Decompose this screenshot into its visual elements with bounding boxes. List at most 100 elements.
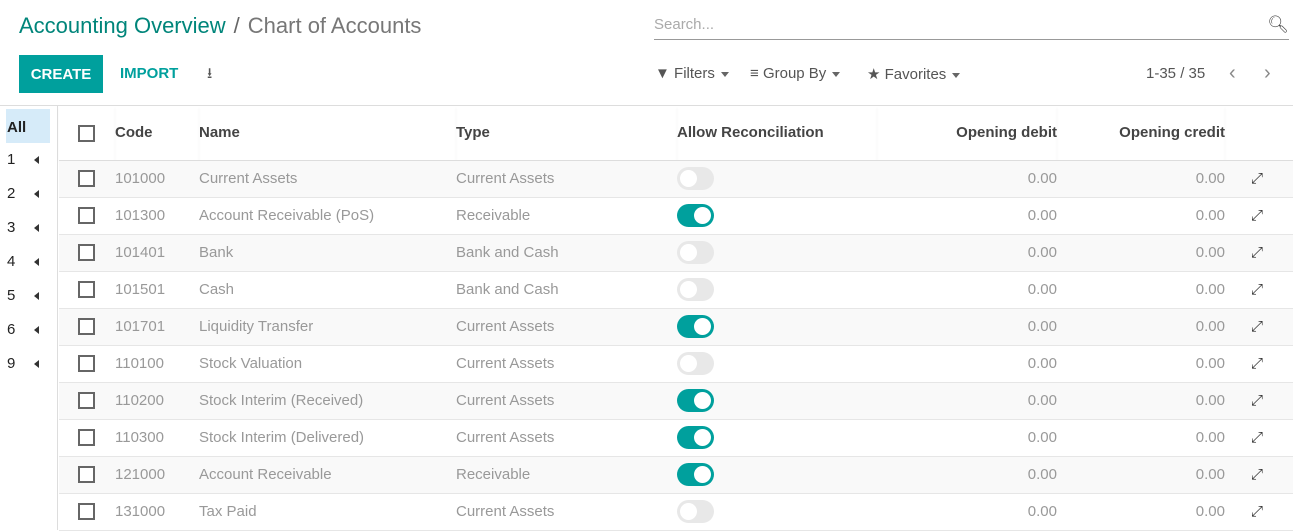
expand-icon[interactable]: ⤢ xyxy=(1251,429,1264,446)
row-checkbox[interactable] xyxy=(78,355,95,373)
group-by-dropdown[interactable]: ≡ Group By xyxy=(750,65,841,82)
caret-left-icon[interactable] xyxy=(34,190,39,198)
row-checkbox[interactable] xyxy=(78,281,95,299)
row-checkbox[interactable] xyxy=(78,392,95,410)
caret-left-icon[interactable] xyxy=(34,156,39,164)
column-header-name[interactable]: Name xyxy=(199,106,456,161)
caret-left-icon[interactable] xyxy=(34,360,39,368)
import-button[interactable]: IMPORT xyxy=(120,65,179,82)
sidebar-item-2[interactable]: 2 xyxy=(7,185,47,202)
sidebar-item-4[interactable]: 4 xyxy=(7,253,47,270)
allow-reconciliation-toggle[interactable] xyxy=(677,241,714,264)
table-row[interactable]: 101300 Account Receivable (PoS) Receivab… xyxy=(59,197,1293,235)
expand-icon[interactable]: ⤢ xyxy=(1251,503,1264,520)
sidebar-item-all[interactable]: All xyxy=(6,109,50,143)
expand-icon[interactable]: ⤢ xyxy=(1251,244,1264,261)
filters-dropdown[interactable]: ▼︎ Filters xyxy=(655,65,729,82)
caret-left-icon[interactable] xyxy=(34,224,39,232)
sidebar-item-label: 3 xyxy=(7,219,16,236)
cell-open: ⤢ xyxy=(1225,493,1293,531)
cell-opening-debit: 0.00 xyxy=(877,382,1057,420)
search-icon[interactable]: 🔍︎ xyxy=(1267,15,1289,34)
table-row[interactable]: 101501 Cash Bank and Cash 0.00 0.00 ⤢ xyxy=(59,271,1293,309)
pager-previous-icon[interactable]: ‹ xyxy=(1229,62,1236,84)
sidebar-item-6[interactable]: 6 xyxy=(7,321,47,338)
row-checkbox[interactable] xyxy=(78,170,95,188)
column-header-actions xyxy=(1225,106,1293,161)
cell-opening-credit: 0.00 xyxy=(1057,234,1225,272)
sidebar-item-5[interactable]: 5 xyxy=(7,287,47,304)
allow-reconciliation-toggle[interactable] xyxy=(677,352,714,375)
cell-code: 110300 xyxy=(115,419,199,457)
expand-icon[interactable]: ⤢ xyxy=(1251,466,1264,483)
expand-icon[interactable]: ⤢ xyxy=(1251,281,1264,298)
allow-reconciliation-toggle[interactable] xyxy=(677,315,714,338)
sidebar-item-3[interactable]: 3 xyxy=(7,219,47,236)
row-checkbox[interactable] xyxy=(78,244,95,262)
expand-icon[interactable]: ⤢ xyxy=(1251,355,1264,372)
expand-icon[interactable]: ⤢ xyxy=(1251,207,1264,224)
cell-opening-debit: 0.00 xyxy=(877,456,1057,494)
allow-reconciliation-toggle[interactable] xyxy=(677,204,714,227)
cell-opening-debit: 0.00 xyxy=(877,197,1057,235)
expand-icon[interactable]: ⤢ xyxy=(1251,170,1264,187)
pager-next-icon[interactable]: › xyxy=(1264,62,1271,84)
allow-reconciliation-toggle[interactable] xyxy=(677,278,714,301)
row-select-cell xyxy=(59,308,115,346)
filter-icon: ▼︎ xyxy=(655,65,670,82)
row-checkbox[interactable] xyxy=(78,207,95,225)
cell-type: Current Assets xyxy=(456,308,677,346)
favorites-dropdown[interactable]: ★ Favorites xyxy=(867,65,961,83)
sidebar-item-9[interactable]: 9 xyxy=(7,355,47,372)
table-row[interactable]: 101401 Bank Bank and Cash 0.00 0.00 ⤢ xyxy=(59,234,1293,272)
breadcrumb-separator: / xyxy=(233,13,240,38)
caret-left-icon[interactable] xyxy=(34,292,39,300)
allow-reconciliation-toggle[interactable] xyxy=(677,389,714,412)
row-checkbox[interactable] xyxy=(78,466,95,484)
cell-open: ⤢ xyxy=(1225,271,1293,309)
cell-reconcile xyxy=(677,160,877,198)
cell-open: ⤢ xyxy=(1225,345,1293,383)
row-checkbox[interactable] xyxy=(78,503,95,521)
pager-value[interactable]: 1-35 / 35 xyxy=(1146,65,1206,82)
breadcrumb: Accounting Overview / Chart of Accounts xyxy=(19,13,421,39)
cell-reconcile xyxy=(677,419,877,457)
table-row[interactable]: 110300 Stock Interim (Delivered) Current… xyxy=(59,419,1293,457)
select-all-checkbox[interactable] xyxy=(78,124,95,142)
row-select-cell xyxy=(59,456,115,494)
breadcrumb-parent-link[interactable]: Accounting Overview xyxy=(19,13,226,38)
column-header-code[interactable]: Code xyxy=(115,106,199,161)
caret-left-icon[interactable] xyxy=(34,326,39,334)
star-icon: ★ xyxy=(867,66,881,83)
allow-reconciliation-toggle[interactable] xyxy=(677,500,714,523)
table-row[interactable]: 110200 Stock Interim (Received) Current … xyxy=(59,382,1293,420)
allow-reconciliation-toggle[interactable] xyxy=(677,167,714,190)
search-input[interactable] xyxy=(654,10,1254,38)
row-checkbox[interactable] xyxy=(78,429,95,447)
column-header-opening-credit[interactable]: Opening credit xyxy=(1057,106,1225,161)
download-icon[interactable]: ⭳ xyxy=(207,65,213,82)
table-row[interactable]: 131000 Tax Paid Current Assets 0.00 0.00… xyxy=(59,493,1293,531)
column-header-opening-debit[interactable]: Opening debit xyxy=(877,106,1057,161)
create-button[interactable]: CREATE xyxy=(19,55,103,93)
sidebar-item-label: 5 xyxy=(7,287,16,304)
sidebar-item-1[interactable]: 1 xyxy=(7,151,47,168)
expand-icon[interactable]: ⤢ xyxy=(1251,318,1264,335)
caret-left-icon[interactable] xyxy=(34,258,39,266)
allow-reconciliation-toggle[interactable] xyxy=(677,426,714,449)
column-header-allow-reconciliation[interactable]: Allow Reconciliation xyxy=(677,106,877,161)
table-row[interactable]: 101701 Liquidity Transfer Current Assets… xyxy=(59,308,1293,346)
cell-reconcile xyxy=(677,197,877,235)
cell-type: Bank and Cash xyxy=(456,271,677,309)
cell-opening-credit: 0.00 xyxy=(1057,160,1225,198)
table-row[interactable]: 101000 Current Assets Current Assets 0.0… xyxy=(59,160,1293,198)
row-checkbox[interactable] xyxy=(78,318,95,336)
table-row[interactable]: 110100 Stock Valuation Current Assets 0.… xyxy=(59,345,1293,383)
expand-icon[interactable]: ⤢ xyxy=(1251,392,1264,409)
row-select-cell xyxy=(59,271,115,309)
accounts-table: Code Name Type Allow Reconciliation Open… xyxy=(59,106,1293,531)
allow-reconciliation-toggle[interactable] xyxy=(677,463,714,486)
table-row[interactable]: 121000 Account Receivable Receivable 0.0… xyxy=(59,456,1293,494)
column-header-type[interactable]: Type xyxy=(456,106,677,161)
cell-code: 110200 xyxy=(115,382,199,420)
